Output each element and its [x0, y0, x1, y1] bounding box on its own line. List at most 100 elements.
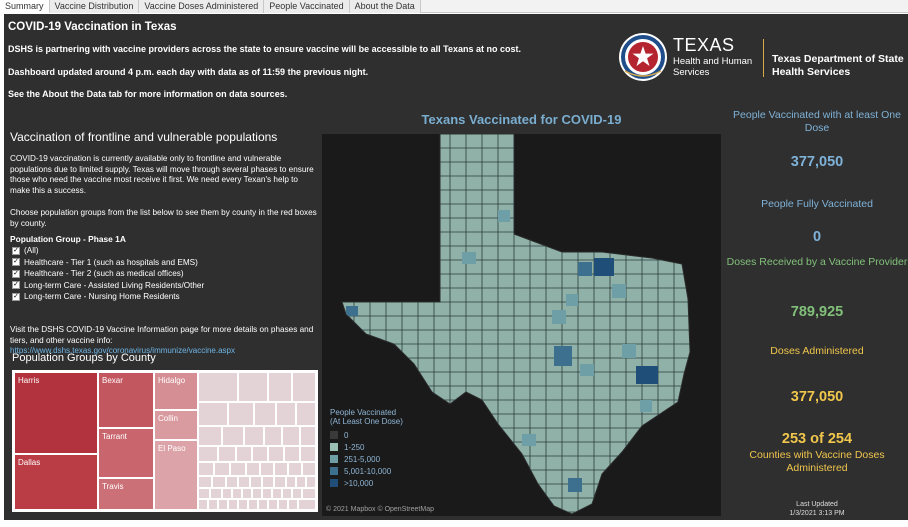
- county-shape[interactable]: [636, 366, 658, 384]
- treemap-cell-small[interactable]: [226, 476, 238, 488]
- checkbox-checked-icon[interactable]: ✓: [12, 292, 20, 301]
- checkbox-checked-icon[interactable]: ✓: [12, 281, 20, 290]
- treemap-cell-el-paso[interactable]: El Paso: [154, 440, 198, 510]
- treemap-cell-hidalgo[interactable]: Hidalgo: [154, 372, 198, 410]
- treemap-cell-small[interactable]: [250, 476, 262, 488]
- treemap-cell-small[interactable]: [212, 476, 226, 488]
- treemap-cell-small[interactable]: [300, 426, 316, 446]
- treemap-cell-small[interactable]: [276, 402, 296, 426]
- treemap-cell-small[interactable]: [254, 402, 276, 426]
- county-shape[interactable]: [612, 284, 626, 298]
- filter-option-healthcare-tier-2[interactable]: ✓ Healthcare - Tier 2 (such as medical of…: [12, 268, 204, 280]
- treemap-cell-small[interactable]: [198, 476, 212, 488]
- treemap-cell-small[interactable]: [238, 372, 268, 402]
- treemap-cell-bexar[interactable]: Bexar: [98, 372, 154, 428]
- treemap-cell-small[interactable]: [262, 488, 272, 499]
- treemap-cell-harris[interactable]: Harris: [14, 372, 98, 454]
- treemap-cell-small[interactable]: [210, 488, 222, 499]
- treemap-cell-small[interactable]: [272, 488, 282, 499]
- treemap-cell-small[interactable]: [198, 488, 210, 499]
- county-shape[interactable]: [594, 258, 614, 276]
- county-shape[interactable]: [552, 310, 566, 324]
- treemap-cell-small[interactable]: [296, 476, 306, 488]
- county-shape[interactable]: [622, 344, 636, 358]
- treemap-cell-small[interactable]: [288, 462, 302, 476]
- treemap-cell-small[interactable]: [274, 462, 288, 476]
- treemap-cell-small[interactable]: [198, 462, 214, 476]
- treemap-cell-small[interactable]: [258, 499, 268, 510]
- treemap-cell-small[interactable]: [268, 446, 284, 462]
- treemap-cell-small[interactable]: [238, 476, 250, 488]
- tab-about-the-data[interactable]: About the Data: [349, 0, 421, 13]
- treemap-cell-small[interactable]: [242, 488, 252, 499]
- filter-option-assisted-living[interactable]: ✓ Long-term Care - Assisted Living Reside…: [12, 280, 204, 292]
- checkbox-checked-icon[interactable]: ✓: [12, 269, 20, 278]
- county-shape[interactable]: [522, 434, 536, 446]
- treemap-cell-small[interactable]: [248, 499, 258, 510]
- legend-item[interactable]: >10,000: [330, 477, 403, 489]
- treemap-cell-small[interactable]: [222, 488, 232, 499]
- treemap-cell-small[interactable]: [302, 462, 316, 476]
- treemap-cell-small[interactable]: [198, 426, 222, 446]
- treemap-cell-small[interactable]: [268, 372, 292, 402]
- legend-item[interactable]: 0: [330, 429, 403, 441]
- treemap-cell-small[interactable]: [214, 462, 230, 476]
- treemap-cell-travis[interactable]: Travis: [98, 478, 154, 510]
- county-shape[interactable]: [568, 478, 582, 492]
- tab-people-vaccinated[interactable]: People Vaccinated: [264, 0, 350, 13]
- treemap-cell-small[interactable]: [222, 426, 244, 446]
- checkbox-checked-icon[interactable]: ✓: [12, 258, 20, 267]
- treemap-cell-small[interactable]: [228, 499, 238, 510]
- treemap-cell-small[interactable]: [284, 446, 300, 462]
- tab-vaccine-distribution[interactable]: Vaccine Distribution: [49, 0, 140, 13]
- treemap-cell-small[interactable]: [244, 426, 264, 446]
- treemap-cell-small[interactable]: [292, 372, 316, 402]
- treemap-cell-small[interactable]: [236, 446, 252, 462]
- treemap-cell-small[interactable]: [288, 499, 298, 510]
- treemap-cell-small[interactable]: [208, 499, 218, 510]
- treemap-cell-small[interactable]: [252, 488, 262, 499]
- treemap-cell-small[interactable]: [260, 462, 274, 476]
- texas-county-map[interactable]: [322, 134, 721, 516]
- map-attribution[interactable]: © 2021 Mapbox © OpenStreetMap: [326, 506, 434, 513]
- legend-item[interactable]: 1-250: [330, 441, 403, 453]
- treemap-cell-small[interactable]: [218, 499, 228, 510]
- tab-summary[interactable]: Summary: [0, 0, 50, 13]
- legend-item[interactable]: 5,001-10,000: [330, 465, 403, 477]
- treemap-cell-small[interactable]: [246, 462, 260, 476]
- county-shape[interactable]: [566, 294, 578, 306]
- county-shape[interactable]: [640, 400, 652, 412]
- treemap-cell-small[interactable]: [198, 499, 208, 510]
- treemap-cell-small[interactable]: [262, 476, 274, 488]
- filter-option-healthcare-tier-1[interactable]: ✓ Healthcare - Tier 1 (such as hospitals …: [12, 257, 204, 269]
- county-shape[interactable]: [498, 210, 510, 222]
- county-shape[interactable]: [346, 306, 358, 316]
- treemap-cell-small[interactable]: [282, 488, 292, 499]
- treemap-cell-small[interactable]: [306, 476, 316, 488]
- treemap-cell-small[interactable]: [238, 499, 248, 510]
- treemap-cell-small[interactable]: [232, 488, 242, 499]
- county-shape[interactable]: [580, 364, 594, 376]
- county-shape[interactable]: [462, 252, 476, 264]
- treemap-cell-small[interactable]: [198, 372, 238, 402]
- treemap-cell-collin[interactable]: Collin: [154, 410, 198, 440]
- treemap-cell-dallas[interactable]: Dallas: [14, 454, 98, 510]
- treemap-cell-small[interactable]: [302, 488, 316, 499]
- treemap-cell-small[interactable]: [264, 426, 282, 446]
- checkbox-checked-icon[interactable]: ✓: [12, 246, 20, 255]
- treemap-cell-small[interactable]: [198, 402, 228, 426]
- county-shape[interactable]: [554, 346, 572, 366]
- treemap-cell-small[interactable]: [282, 426, 300, 446]
- treemap-cell-small[interactable]: [278, 499, 288, 510]
- legend-item[interactable]: 251-5,000: [330, 453, 403, 465]
- treemap-cell-small[interactable]: [300, 446, 316, 462]
- treemap-cell-small[interactable]: [228, 402, 254, 426]
- treemap-cell-small[interactable]: [198, 446, 218, 462]
- tab-vaccine-doses-administered[interactable]: Vaccine Doses Administered: [139, 0, 265, 13]
- county-shape[interactable]: [578, 262, 592, 276]
- treemap-cell-small[interactable]: [274, 476, 286, 488]
- treemap-cell-small[interactable]: [218, 446, 236, 462]
- treemap-cell-small[interactable]: [268, 499, 278, 510]
- treemap-cell-small[interactable]: [292, 488, 302, 499]
- treemap-cell-small[interactable]: [230, 462, 246, 476]
